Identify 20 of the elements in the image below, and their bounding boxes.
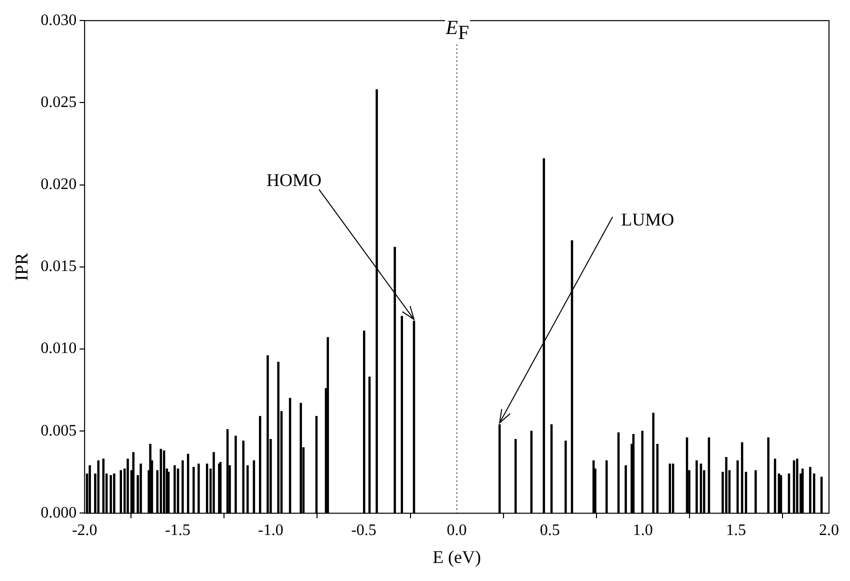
- x-tick-label: -2.0: [72, 522, 98, 540]
- annotation: LUMO: [621, 210, 674, 230]
- annotation: HOMO: [266, 170, 322, 190]
- y-tick-label: 0.000: [40, 504, 77, 522]
- x-tick-label: 0.0: [446, 522, 467, 540]
- x-axis-title: E (eV): [432, 546, 482, 567]
- x-tick-label: 1.0: [632, 522, 653, 540]
- y-axis-title: IPR: [12, 252, 32, 281]
- x-tick-label: -1.0: [258, 522, 284, 540]
- x-tick-label: 1.5: [726, 522, 746, 540]
- y-tick-label: 0.015: [40, 258, 77, 276]
- y-tick-label: 0.025: [40, 94, 77, 111]
- y-tick-label: 0.005: [40, 422, 77, 440]
- x-tick-label: 0.5: [540, 522, 560, 540]
- y-tick-label: 0.010: [40, 340, 77, 358]
- x-tick-label: 2.0: [819, 522, 839, 540]
- y-tick-label: 0.020: [40, 176, 77, 194]
- x-tick-label: -0.5: [351, 522, 376, 540]
- y-tick-label: 0.030: [40, 12, 77, 29]
- x-tick-label: -1.5: [164, 522, 190, 540]
